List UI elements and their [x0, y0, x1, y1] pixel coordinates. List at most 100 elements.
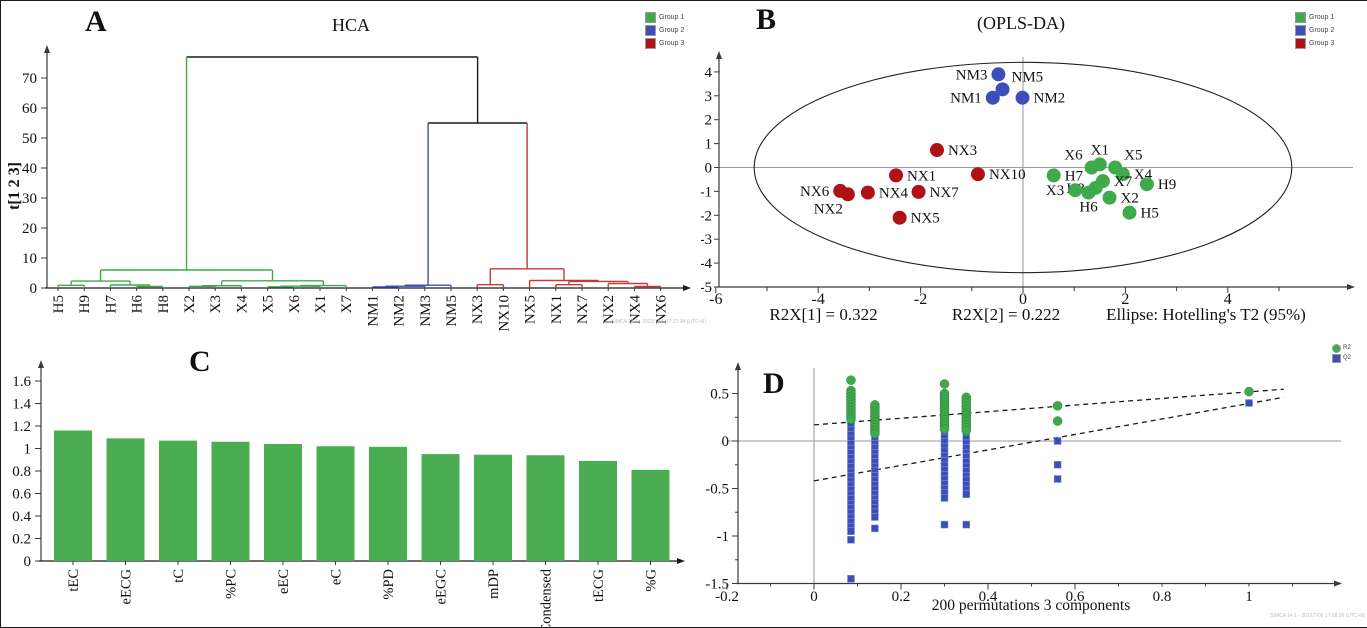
- data-point: [1015, 90, 1030, 105]
- legend-label: Group 3: [659, 40, 685, 47]
- svg-text:tC: tC: [171, 569, 187, 583]
- svg-text:NX3: NX3: [470, 295, 486, 324]
- svg-text:NM2: NM2: [392, 295, 408, 327]
- svg-text:H6: H6: [1079, 200, 1098, 216]
- bar: [369, 446, 407, 561]
- svg-text:%PD: %PD: [381, 569, 397, 600]
- svg-text:1: 1: [24, 442, 32, 458]
- q2-point: [1053, 475, 1062, 483]
- svg-text:NM2: NM2: [1033, 91, 1065, 107]
- data-point: [991, 67, 1006, 82]
- svg-text:0: 0: [1019, 291, 1027, 308]
- legend-label: Group 3: [1309, 40, 1335, 47]
- q2-point: [847, 575, 855, 583]
- svg-text:NX1: NX1: [549, 295, 565, 324]
- svg-text:H9: H9: [77, 295, 93, 313]
- svg-text:-0.5: -0.5: [705, 482, 729, 498]
- svg-text:0.6: 0.6: [12, 487, 31, 503]
- svg-text:H7: H7: [1065, 168, 1084, 184]
- panel-a-label: A: [85, 5, 107, 38]
- svg-text:eC: eC: [329, 569, 345, 585]
- data-point: [892, 210, 907, 225]
- svg-text:10: 10: [22, 251, 37, 267]
- svg-text:-2: -2: [701, 208, 712, 224]
- panel-b-legend: Group 1 Group 2 Group 3: [1295, 11, 1334, 50]
- panel-b-label: B: [756, 3, 777, 36]
- data-point: [1122, 205, 1137, 220]
- svg-text:H6: H6: [130, 295, 146, 314]
- legend-label: Group 1: [1309, 14, 1335, 21]
- svg-text:4: 4: [705, 65, 713, 81]
- svg-text:X1: X1: [1091, 142, 1109, 158]
- data-point: [985, 90, 1000, 105]
- svg-text:1: 1: [1245, 589, 1253, 605]
- panel-b-title: (OPLS-DA): [977, 13, 1065, 33]
- q2-point: [871, 513, 879, 521]
- svg-text:X7: X7: [1114, 174, 1133, 190]
- svg-text:1.2: 1.2: [12, 419, 31, 435]
- r2-point: [939, 379, 950, 389]
- svg-text:-5: -5: [701, 280, 712, 296]
- svg-text:X1: X1: [313, 295, 329, 313]
- bar: [264, 444, 302, 561]
- svg-text:30: 30: [22, 191, 37, 207]
- svg-text:NX10: NX10: [496, 295, 512, 332]
- bar: [106, 438, 145, 561]
- r2-point: [870, 428, 880, 439]
- legend-label: Group 1: [659, 14, 685, 21]
- svg-text:X3: X3: [208, 295, 224, 313]
- panel-a-dendrogram: 0 10 20 30 40 50 60 70 t[1 2 3] H5 H9 H7 H6 H8 X2 X3 X4 X…: [6, 45, 691, 332]
- svg-text:tEC: tEC: [66, 569, 82, 592]
- bar: [421, 454, 460, 561]
- svg-text:tECG: tECG: [591, 568, 607, 602]
- svg-text:0: 0: [30, 281, 38, 297]
- svg-text:0.2: 0.2: [12, 532, 31, 548]
- svg-text:%G: %G: [644, 568, 660, 591]
- r2-point: [846, 375, 856, 385]
- svg-text:H5: H5: [51, 295, 67, 313]
- svg-text:0.6: 0.6: [1066, 589, 1085, 605]
- legend-item: Group 1: [1295, 11, 1334, 24]
- svg-text:%PC: %PC: [224, 569, 240, 599]
- svg-text:4: 4: [1224, 291, 1232, 308]
- legend-label: Group 2: [659, 27, 685, 34]
- r2-point: [939, 423, 950, 434]
- svg-text:X6: X6: [1064, 148, 1083, 164]
- svg-text:20: 20: [22, 221, 37, 237]
- svg-text:40: 40: [22, 161, 37, 177]
- group3-swatch: [1295, 38, 1306, 49]
- panel-a-title: HCA: [331, 15, 370, 35]
- q2-swatch: [1332, 353, 1341, 363]
- data-point: [1046, 168, 1061, 183]
- svg-text:-1: -1: [701, 184, 712, 200]
- svg-text:3: 3: [705, 89, 713, 105]
- group2-swatch: [645, 25, 656, 36]
- r2x2-annotation: R2X[2] = 0.222: [951, 305, 1061, 324]
- svg-text:NX10: NX10: [989, 167, 1026, 183]
- svg-text:NX2: NX2: [601, 295, 617, 324]
- bar: [316, 446, 355, 561]
- svg-text:H8: H8: [156, 295, 172, 313]
- q2-point: [962, 520, 970, 529]
- svg-text:eEC: eEC: [276, 569, 292, 594]
- r2-swatch: [1332, 343, 1341, 353]
- svg-text:NX6: NX6: [654, 295, 670, 325]
- svg-text:X6: X6: [287, 295, 303, 314]
- bar: [211, 441, 250, 561]
- panel-d-permutation-plot: 0.5 0 -0.5 -1 -1.5-0.2 0 0.2 0.4 0.6 0.8 1: [705, 362, 1342, 605]
- q2-point: [962, 490, 970, 498]
- hotelling-annotation: Ellipse: Hotelling's T2 (95%): [1106, 305, 1306, 324]
- svg-text:-1: -1: [717, 529, 730, 545]
- panel-d-xlabel: 200 permutations 3 components: [931, 597, 1131, 614]
- svg-text:X2: X2: [1121, 191, 1139, 207]
- svg-text:eEGC: eEGC: [434, 569, 450, 604]
- simca-watermark-a: SIMCA 14.1 - 2022/7/05 17:22:34 (UTC+8): [611, 319, 706, 325]
- svg-text:1.6: 1.6: [12, 374, 31, 390]
- panel-c-bar-chart: 0 0.2 0.4 0.6 0.8 1 1.2 1.4 1.6 tEC eECG tC %PC eEC eC…: [12, 360, 685, 627]
- panel-c-label: C: [189, 345, 211, 378]
- q2-point: [940, 520, 949, 529]
- data-point: [840, 187, 855, 202]
- data-point: [1139, 177, 1154, 192]
- bar: [579, 460, 617, 561]
